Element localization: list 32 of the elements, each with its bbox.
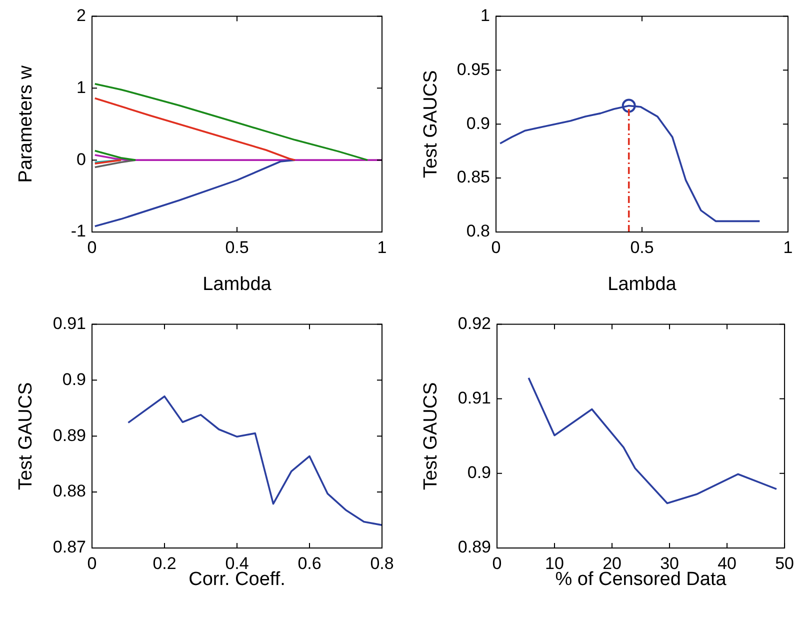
y-tick-label: 1 bbox=[76, 78, 86, 97]
y-tick-label: 0.92 bbox=[458, 314, 491, 333]
x-tick-label: 1 bbox=[783, 238, 793, 257]
y-tick-label: 0.88 bbox=[52, 482, 86, 501]
y-tick-label: 0.8 bbox=[466, 222, 490, 241]
x-tick-label: 0.2 bbox=[152, 554, 176, 573]
x-tick-label: 1 bbox=[377, 238, 387, 257]
y-tick-label: 0.9 bbox=[62, 370, 86, 389]
y-tick-label: 1 bbox=[480, 6, 490, 25]
x-tick-label: 0.5 bbox=[630, 238, 654, 257]
x-tick-label: 0.5 bbox=[225, 238, 249, 257]
y-tick-label: 0.89 bbox=[52, 426, 86, 445]
y-tick-label: 0.9 bbox=[466, 114, 490, 133]
y-tick-label: 0.89 bbox=[458, 538, 491, 557]
y-axis-title: Test GAUCS bbox=[16, 382, 37, 490]
x-tick-label: 0.8 bbox=[370, 554, 394, 573]
x-axis-title: Lambda bbox=[608, 274, 677, 295]
y-tick-label: 0.91 bbox=[458, 388, 491, 408]
y-tick-label: 0.95 bbox=[456, 60, 490, 79]
x-tick-label: 50 bbox=[775, 554, 794, 573]
y-axis-title: Parameters w bbox=[16, 65, 37, 183]
y-tick-label: 0.91 bbox=[52, 314, 86, 333]
y-axis-title: Test GAUCS bbox=[420, 70, 442, 178]
y-tick-label: 2 bbox=[76, 6, 86, 25]
y-tick-label: 0 bbox=[76, 150, 86, 169]
y-tick-label: 0.85 bbox=[456, 168, 490, 187]
y-tick-label: 0.87 bbox=[52, 538, 86, 557]
y-tick-label: -1 bbox=[70, 222, 86, 241]
x-axis-title: Lambda bbox=[202, 274, 272, 295]
y-tick-label: 0.9 bbox=[467, 463, 491, 482]
x-tick-label: 0.6 bbox=[298, 554, 322, 573]
y-axis-title: Test GAUCS bbox=[420, 382, 442, 490]
